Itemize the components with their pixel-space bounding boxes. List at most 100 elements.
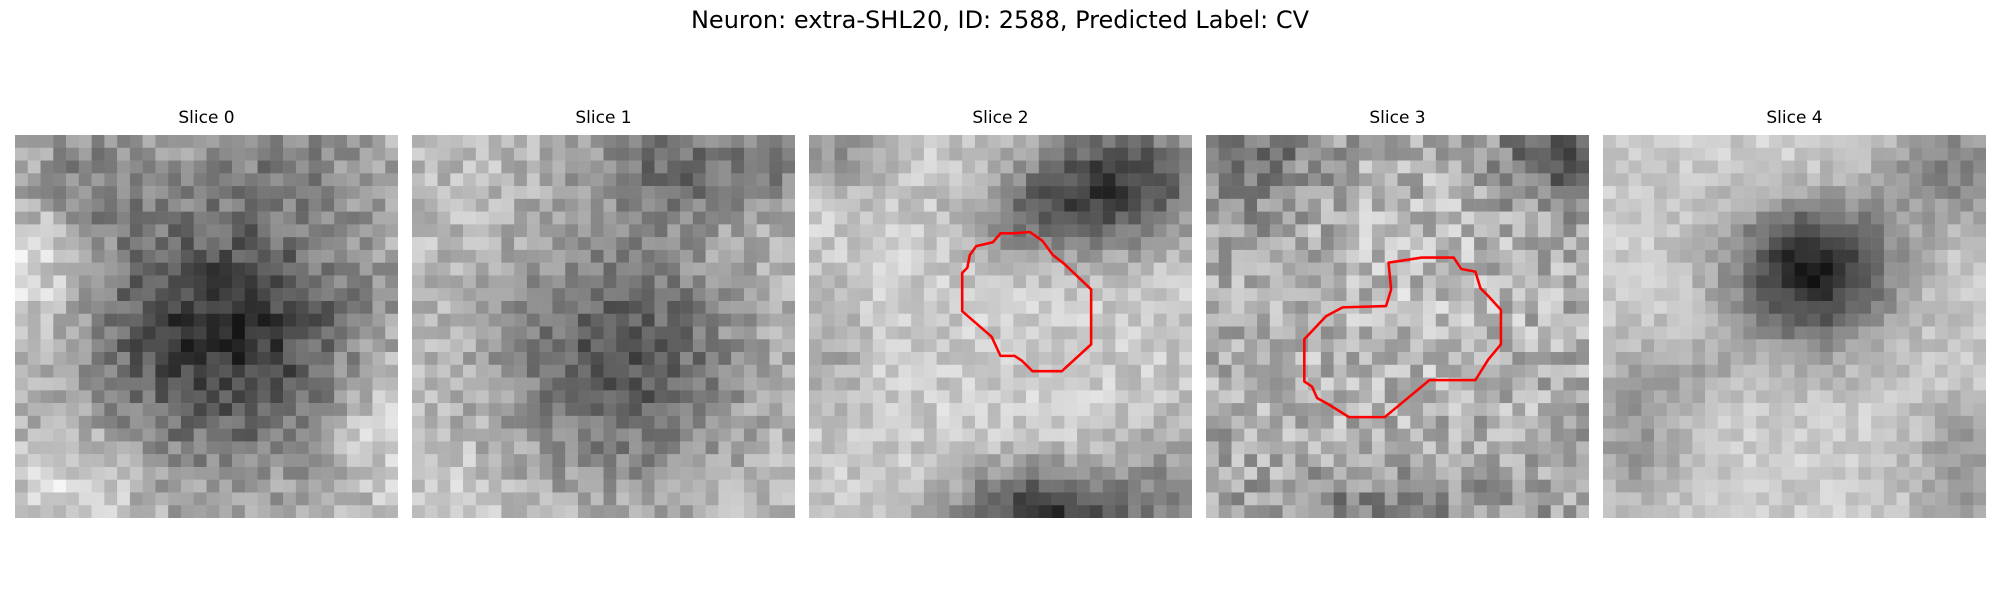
pixel [283, 466, 297, 480]
pixel [1550, 415, 1564, 429]
pixel [769, 186, 783, 200]
pixel [654, 198, 668, 212]
pixel [1206, 364, 1220, 378]
pixel [1077, 454, 1091, 468]
pixel [1371, 147, 1385, 161]
pixel [1641, 300, 1655, 314]
pixel [1883, 505, 1897, 518]
pixel [629, 352, 643, 366]
pixel [1359, 415, 1373, 429]
pixel [1679, 454, 1693, 468]
pixel [1140, 313, 1154, 327]
pixel [244, 492, 258, 506]
pixel [270, 390, 284, 404]
pixel [1934, 479, 1948, 493]
pixel [1231, 198, 1245, 212]
pixel [1679, 479, 1693, 493]
pixel [936, 211, 950, 225]
pixel [514, 249, 528, 263]
pixel [1794, 364, 1808, 378]
pixel [1743, 135, 1757, 149]
pixel [1871, 377, 1885, 391]
pixel [1768, 147, 1782, 161]
pixel [809, 147, 823, 161]
pixel [809, 275, 823, 289]
pixel [898, 186, 912, 200]
pixel [91, 352, 105, 366]
pixel [847, 377, 861, 391]
slice-title: Slice 1 [575, 108, 632, 128]
pixel [53, 415, 67, 429]
pixel [488, 403, 502, 417]
pixel [1115, 377, 1129, 391]
pixel [295, 479, 309, 493]
pixel [1077, 224, 1091, 238]
pixel [1922, 326, 1936, 340]
pixel [1282, 326, 1296, 340]
pixel [1512, 147, 1526, 161]
pixel [206, 186, 220, 200]
pixel [1371, 403, 1385, 417]
pixel [911, 224, 925, 238]
pixel [1628, 135, 1642, 149]
pixel [962, 352, 976, 366]
pixel [219, 211, 233, 225]
pixel [91, 173, 105, 187]
pixel [911, 428, 925, 442]
pixel [193, 390, 207, 404]
pixel [424, 300, 438, 314]
pixel [667, 505, 681, 518]
pixel [769, 262, 783, 276]
pixel [680, 288, 694, 302]
pixel [603, 224, 617, 238]
pixel [283, 224, 297, 238]
pixel [1218, 428, 1232, 442]
pixel [641, 160, 655, 174]
pixel [359, 262, 373, 276]
pixel [962, 377, 976, 391]
pixel [232, 479, 246, 493]
pixel [193, 505, 207, 518]
pixel [1807, 173, 1821, 187]
pixel [475, 441, 489, 455]
pixel [15, 466, 29, 480]
pixel [743, 441, 757, 455]
pixel [78, 288, 92, 302]
pixel [1947, 262, 1961, 276]
pixel [1934, 505, 1948, 518]
pixel [974, 492, 988, 506]
pixel [1486, 313, 1500, 327]
pixel [1756, 211, 1770, 225]
pixel [923, 288, 937, 302]
pixel [385, 173, 398, 187]
pixel [809, 428, 823, 442]
pixel [475, 211, 489, 225]
pixel [15, 198, 29, 212]
pixel [1346, 249, 1360, 263]
pixel [1128, 237, 1142, 251]
pixel [539, 352, 553, 366]
pixel [1257, 160, 1271, 174]
pixel [1820, 211, 1834, 225]
pixel [1934, 441, 1948, 455]
pixel [1525, 198, 1539, 212]
pixel [1512, 339, 1526, 353]
pixel [577, 224, 591, 238]
pixel [1000, 364, 1014, 378]
pixel [1628, 300, 1642, 314]
pixel [1858, 198, 1872, 212]
pixel [1397, 275, 1411, 289]
pixel [1768, 415, 1782, 429]
pixel [1922, 211, 1936, 225]
pixel [1461, 160, 1475, 174]
pixel [346, 224, 360, 238]
pixel [692, 237, 706, 251]
pixel [526, 275, 540, 289]
pixel [885, 160, 899, 174]
pixel [1474, 505, 1488, 518]
pixel [412, 313, 426, 327]
pixel [936, 479, 950, 493]
pixel [1244, 147, 1258, 161]
pixel [117, 403, 131, 417]
pixel [1845, 492, 1859, 506]
